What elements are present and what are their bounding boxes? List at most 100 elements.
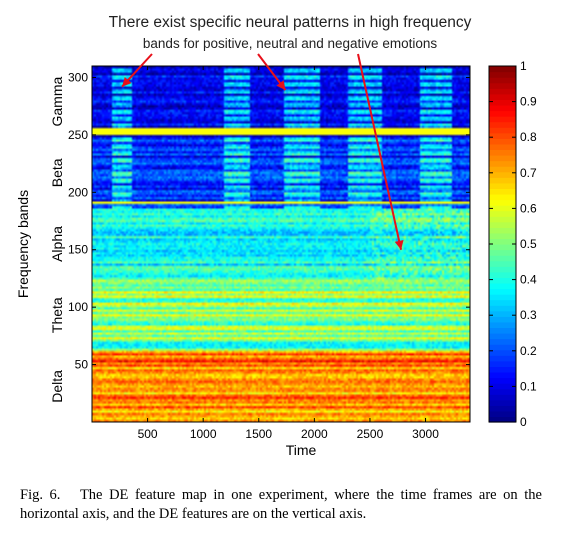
colorbar-segment (489, 405, 516, 412)
colorbar-segment (489, 294, 516, 301)
band-label-gamma: Gamma (49, 76, 65, 126)
colorbar-tick-label: 0.7 (520, 166, 537, 180)
colorbar-segment (489, 77, 516, 84)
colorbar-segment (489, 321, 516, 329)
heatmap-image (92, 66, 470, 422)
colorbar-segment (489, 260, 516, 267)
colorbar-segment (489, 82, 516, 89)
colorbar-tick-label: 0.2 (520, 344, 537, 358)
band-label-beta: Beta (49, 158, 65, 187)
colorbar-segment (489, 193, 516, 201)
colorbar-segment (489, 216, 516, 223)
colorbar-segment (489, 282, 516, 290)
colorbar-segment (489, 71, 516, 78)
colorbar-segment (489, 166, 516, 173)
colorbar-segment (489, 232, 516, 240)
annotation-arrows (121, 53, 404, 250)
annotation-line-1: There exist specific neural patterns in … (108, 14, 472, 31)
colorbar-segment (489, 104, 516, 112)
plot-frame (91, 65, 471, 423)
x-tick-label: 1500 (245, 427, 272, 441)
colorbar-segment (489, 132, 516, 139)
colorbar-segment (489, 110, 516, 117)
colorbar-segment (489, 88, 516, 95)
colorbar-segment (489, 199, 516, 206)
colorbar-segment (489, 138, 516, 145)
colorbar-segment (489, 149, 516, 156)
colorbar-segment (489, 299, 516, 306)
colorbar-segment (489, 416, 516, 423)
colorbar-segment (489, 205, 516, 212)
annotation-arrowhead (122, 76, 132, 87)
colorbar-segment (489, 316, 516, 323)
colorbar: 0 0.1 0.2 0.3 0.4 0.5 0.6 0.7 0.8 0.9 1 (488, 59, 537, 429)
colorbar-tick-label: 0.3 (520, 308, 537, 322)
colorbar-segment (489, 399, 516, 406)
colorbar-segment (489, 310, 516, 317)
annotation-arrowhead (276, 80, 286, 91)
x-tick-label: 2000 (301, 427, 328, 441)
colorbar-segment (489, 255, 516, 262)
colorbar-segment (489, 188, 516, 195)
colorbar-tick-label: 0.1 (520, 379, 537, 393)
colorbar-segment (489, 366, 516, 373)
colorbar-segment (489, 266, 516, 273)
x-tick-label: 2500 (357, 427, 384, 441)
colorbar-segment (489, 221, 516, 228)
figure-caption: Fig. 6. The DE feature map in one experi… (20, 486, 542, 524)
x-tick-label: 500 (138, 427, 158, 441)
colorbar-segment (489, 244, 516, 251)
y-tick-label: 300 (68, 70, 88, 84)
colorbar-segment (489, 143, 516, 151)
band-label-theta: Theta (49, 297, 65, 333)
colorbar-segment (489, 333, 516, 340)
annotation-line-2: bands for positive, neutral and negative… (142, 36, 438, 51)
colorbar-tick-label: 0 (520, 415, 527, 429)
colorbar-segment (489, 377, 516, 384)
y-tick-label: 150 (68, 243, 88, 257)
colorbar-segment (489, 93, 516, 100)
colorbar-segment (489, 383, 516, 390)
colorbar-segment (489, 371, 516, 379)
band-label-alpha: Alpha (49, 226, 65, 262)
colorbar-segment (489, 210, 516, 217)
colorbar-tick-label: 0.5 (520, 237, 537, 251)
y-tick-label: 200 (68, 185, 88, 199)
colorbar-segment (489, 171, 516, 178)
colorbar-segment (489, 155, 516, 162)
annotation-arrow (357, 53, 403, 250)
x-axis-label: Time (286, 442, 317, 458)
colorbar-tick-label: 0.8 (520, 130, 537, 144)
x-tick-label: 3000 (412, 427, 439, 441)
colorbar-tick-label: 1 (520, 59, 527, 73)
caption-label: Fig. 6. (20, 487, 61, 503)
colorbar-segment (489, 277, 516, 284)
caption-text: The DE feature map in one experiment, wh… (20, 487, 542, 522)
colorbar-segment (489, 66, 516, 73)
y-axis: 50 100 150 200 250 300 (68, 70, 470, 372)
colorbar-segment (489, 338, 516, 345)
y-tick-label: 50 (75, 358, 89, 372)
colorbar-segment (489, 99, 516, 106)
colorbar-segment (489, 160, 516, 167)
colorbar-segment (489, 182, 516, 189)
colorbar-segment (489, 360, 516, 367)
band-label-delta: Delta (49, 370, 65, 403)
colorbar-segment (489, 177, 516, 184)
y-tick-label: 100 (68, 300, 88, 314)
annotation-arrowhead (394, 239, 404, 250)
colorbar-segment (489, 344, 516, 351)
heatmap (92, 66, 470, 422)
colorbar-segment (489, 116, 516, 123)
y-tick-label: 250 (68, 128, 88, 142)
colorbar-segment (489, 227, 516, 234)
colorbar-segment (489, 305, 516, 312)
colorbar-segment (489, 388, 516, 395)
colorbar-tick-label: 0.9 (520, 95, 537, 109)
colorbar-segment (489, 355, 516, 362)
colorbar-segment (489, 271, 516, 278)
colorbar-tick-label: 0.6 (520, 201, 537, 215)
x-tick-label: 1000 (190, 427, 217, 441)
colorbar-segment (489, 410, 516, 418)
de-feature-map-figure: 500 1000 1500 2000 2500 3000 5010015020025030… (15, 53, 537, 458)
